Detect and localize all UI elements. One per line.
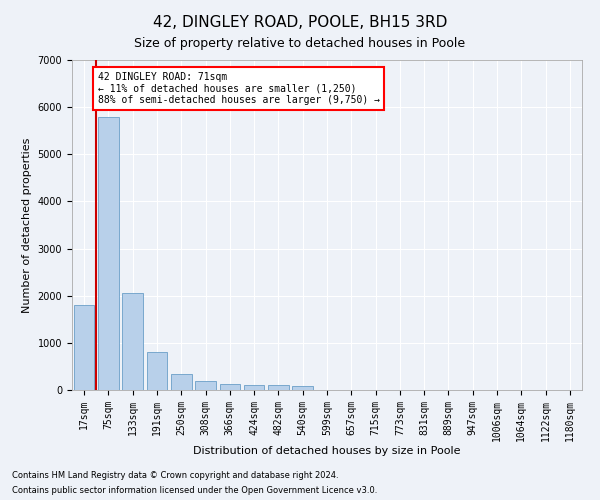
X-axis label: Distribution of detached houses by size in Poole: Distribution of detached houses by size … (193, 446, 461, 456)
Text: Size of property relative to detached houses in Poole: Size of property relative to detached ho… (134, 38, 466, 51)
Bar (292, 386, 313, 390)
Bar (195, 380, 216, 390)
Bar (98, 116, 119, 390)
Bar (146, 352, 167, 390)
Text: 42 DINGLEY ROAD: 71sqm
← 11% of detached houses are smaller (1,250)
88% of semi-: 42 DINGLEY ROAD: 71sqm ← 11% of detached… (97, 72, 380, 105)
Text: Contains public sector information licensed under the Open Government Licence v3: Contains public sector information licen… (12, 486, 377, 495)
Bar (74, 305, 94, 390)
Bar (220, 384, 240, 390)
Text: Contains HM Land Registry data © Crown copyright and database right 2024.: Contains HM Land Registry data © Crown c… (12, 471, 338, 480)
Text: 42, DINGLEY ROAD, POOLE, BH15 3RD: 42, DINGLEY ROAD, POOLE, BH15 3RD (153, 15, 447, 30)
Bar (171, 374, 191, 390)
Y-axis label: Number of detached properties: Number of detached properties (22, 138, 32, 312)
Bar (122, 294, 143, 390)
Bar (268, 386, 289, 390)
Bar (244, 385, 265, 390)
